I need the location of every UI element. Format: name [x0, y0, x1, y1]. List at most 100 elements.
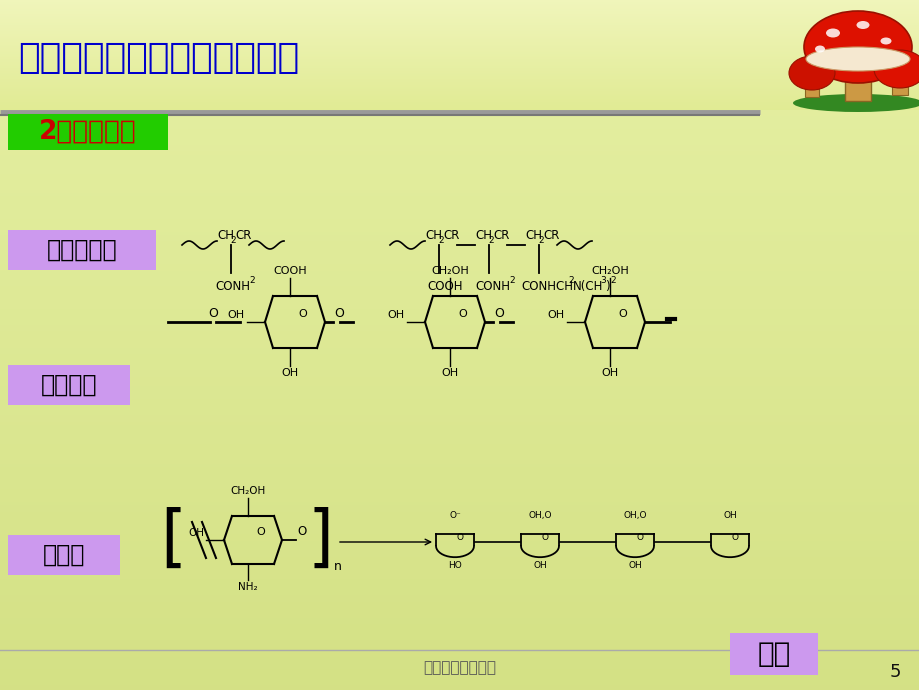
Bar	[0, 598, 919, 599]
Bar	[0, 83, 919, 84]
Bar	[0, 90, 919, 91]
Bar	[0, 335, 919, 336]
Bar	[0, 165, 919, 166]
Bar	[0, 102, 919, 103]
Bar	[0, 126, 919, 127]
Bar	[0, 100, 919, 101]
Bar	[0, 129, 919, 130]
Bar	[0, 269, 919, 270]
Bar	[0, 274, 919, 275]
Bar	[0, 83, 919, 84]
Bar	[0, 607, 919, 608]
Bar	[0, 379, 919, 380]
Bar	[0, 44, 919, 45]
Bar	[0, 98, 919, 99]
Bar	[0, 286, 919, 287]
Bar	[0, 63, 919, 64]
Bar	[0, 657, 919, 658]
Bar	[0, 461, 919, 462]
Bar	[0, 482, 919, 483]
Text: N(CH: N(CH	[573, 280, 603, 293]
Bar	[0, 402, 919, 403]
Bar	[0, 351, 919, 352]
Bar	[0, 131, 919, 132]
Bar	[0, 243, 919, 244]
Bar	[0, 566, 919, 567]
Bar	[0, 158, 919, 159]
Bar	[0, 252, 919, 253]
Bar	[0, 601, 919, 602]
Text: 2: 2	[249, 276, 255, 285]
Bar	[0, 137, 919, 138]
Bar	[0, 684, 919, 685]
Bar	[0, 78, 919, 79]
Bar	[0, 10, 919, 11]
Bar	[0, 30, 919, 31]
Text: 改性淀粉: 改性淀粉	[40, 373, 97, 397]
Bar	[0, 234, 919, 235]
Bar	[0, 513, 919, 514]
Bar	[0, 421, 919, 422]
Bar	[0, 109, 919, 110]
Bar	[0, 297, 919, 298]
Bar	[0, 262, 919, 263]
Bar	[0, 569, 919, 570]
Bar	[0, 541, 919, 542]
Bar	[0, 670, 919, 671]
Bar	[0, 651, 919, 652]
Bar	[0, 316, 919, 317]
Bar	[0, 245, 919, 246]
Bar	[0, 266, 919, 267]
Bar	[0, 200, 919, 201]
Bar	[0, 117, 919, 118]
Bar	[0, 674, 919, 675]
Bar	[0, 175, 919, 176]
Bar	[0, 27, 919, 28]
Bar	[8, 535, 119, 575]
Bar	[0, 88, 919, 89]
Bar	[0, 26, 919, 27]
Bar	[0, 156, 919, 157]
Text: 3: 3	[599, 276, 605, 285]
Bar	[0, 48, 919, 49]
Bar	[0, 592, 919, 593]
Bar	[0, 368, 919, 369]
Bar	[0, 273, 919, 274]
Bar	[0, 37, 919, 38]
Bar	[0, 444, 919, 445]
Ellipse shape	[814, 46, 824, 52]
Bar	[0, 153, 919, 154]
Bar	[0, 39, 919, 40]
Bar	[0, 84, 919, 85]
Bar	[0, 103, 919, 104]
Bar	[0, 211, 919, 212]
Bar	[0, 240, 919, 241]
Bar	[0, 579, 919, 580]
Bar	[0, 218, 919, 219]
Bar	[0, 29, 919, 30]
Bar	[0, 106, 919, 107]
Bar	[0, 18, 919, 19]
Bar	[0, 620, 919, 621]
Bar	[0, 15, 919, 16]
Bar	[0, 493, 919, 494]
Bar	[0, 86, 919, 87]
Bar	[0, 23, 919, 24]
Bar	[0, 51, 919, 52]
Bar	[0, 140, 919, 141]
Bar	[0, 170, 919, 171]
Bar	[0, 53, 919, 54]
Text: 2、结构特点: 2、结构特点	[40, 119, 137, 145]
Bar	[0, 204, 919, 205]
Bar	[0, 253, 919, 254]
Bar	[0, 666, 919, 667]
Bar	[0, 585, 919, 586]
Bar	[0, 435, 919, 436]
Bar	[0, 74, 919, 75]
Bar	[0, 12, 919, 13]
Bar	[0, 353, 919, 354]
Bar	[0, 237, 919, 238]
Bar	[0, 453, 919, 454]
Bar	[0, 381, 919, 382]
Bar	[0, 208, 919, 209]
